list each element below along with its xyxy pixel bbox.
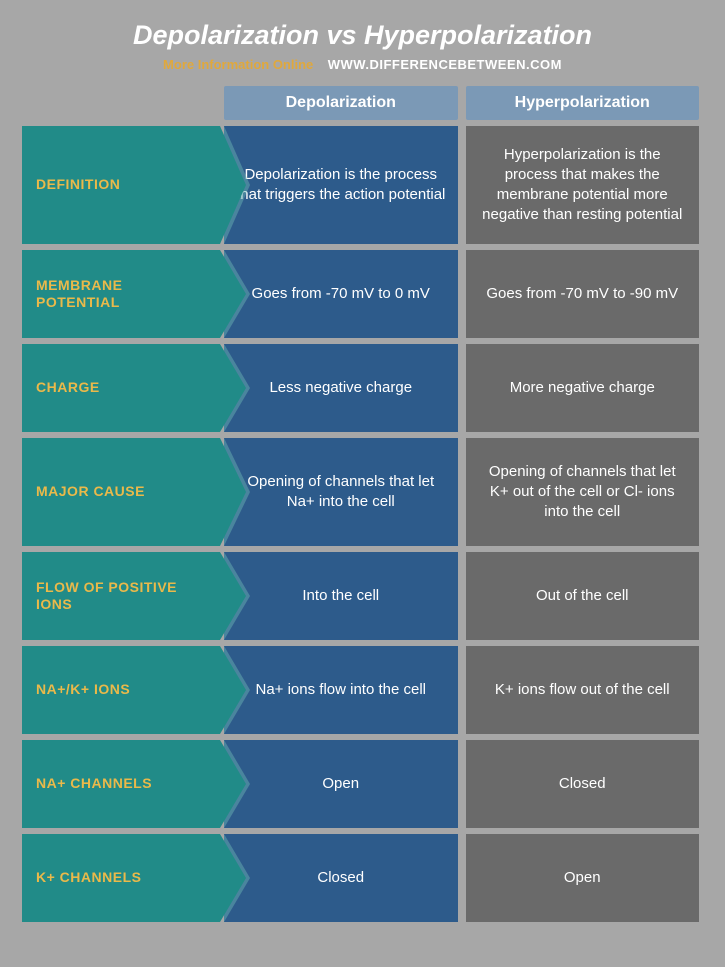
table-row: FLOW OF POSITIVE IONSInto the cellOut of… bbox=[22, 552, 703, 640]
cell-hyperpolarization: Goes from -70 mV to -90 mV bbox=[466, 250, 700, 338]
header-spacer bbox=[22, 86, 220, 120]
table-row: K+ CHANNELSClosedOpen bbox=[22, 834, 703, 922]
cell-depolarization: Open bbox=[224, 740, 458, 828]
more-info-label: More Information Online bbox=[163, 57, 313, 72]
cell-depolarization: Na+ ions flow into the cell bbox=[224, 646, 458, 734]
cell-depolarization: Less negative charge bbox=[224, 344, 458, 432]
table-row: DEFINITIONDepolarization is the process … bbox=[22, 126, 703, 244]
row-label: K+ CHANNELS bbox=[22, 834, 220, 922]
infographic-root: Depolarization vs Hyperpolarization More… bbox=[0, 0, 725, 922]
arrow bbox=[220, 646, 246, 734]
arrow bbox=[220, 344, 246, 432]
column-header-row: Depolarization Hyperpolarization bbox=[22, 86, 703, 120]
subtitle: More Information Online WWW.DIFFERENCEBE… bbox=[22, 57, 703, 72]
row-label: MEMBRANE POTENTIAL bbox=[22, 250, 220, 338]
arrow bbox=[220, 834, 246, 922]
page-title: Depolarization vs Hyperpolarization bbox=[22, 20, 703, 51]
table-row: NA+ CHANNELSOpenClosed bbox=[22, 740, 703, 828]
cell-depolarization: Opening of channels that let Na+ into th… bbox=[224, 438, 458, 546]
comparison-rows: DEFINITIONDepolarization is the process … bbox=[22, 126, 703, 922]
cell-hyperpolarization: K+ ions flow out of the cell bbox=[466, 646, 700, 734]
cell-hyperpolarization: Open bbox=[466, 834, 700, 922]
arrow bbox=[220, 438, 246, 546]
table-row: NA+/K+ IONSNa+ ions flow into the cellK+… bbox=[22, 646, 703, 734]
cell-hyperpolarization: Closed bbox=[466, 740, 700, 828]
cell-depolarization: Depolarization is the process that trigg… bbox=[224, 126, 458, 244]
row-label: NA+/K+ IONS bbox=[22, 646, 220, 734]
row-label: NA+ CHANNELS bbox=[22, 740, 220, 828]
cell-hyperpolarization: Hyperpolarization is the process that ma… bbox=[466, 126, 700, 244]
source-url: WWW.DIFFERENCEBETWEEN.COM bbox=[328, 57, 562, 72]
cell-depolarization: Goes from -70 mV to 0 mV bbox=[224, 250, 458, 338]
cell-depolarization: Closed bbox=[224, 834, 458, 922]
row-label: MAJOR CAUSE bbox=[22, 438, 220, 546]
arrow bbox=[220, 740, 246, 828]
cell-hyperpolarization: Opening of channels that let K+ out of t… bbox=[466, 438, 700, 546]
row-label: CHARGE bbox=[22, 344, 220, 432]
table-row: CHARGELess negative chargeMore negative … bbox=[22, 344, 703, 432]
arrow bbox=[220, 126, 246, 244]
arrow bbox=[220, 250, 246, 338]
row-label: FLOW OF POSITIVE IONS bbox=[22, 552, 220, 640]
cell-hyperpolarization: More negative charge bbox=[466, 344, 700, 432]
column-header-a: Depolarization bbox=[224, 86, 458, 120]
table-row: MAJOR CAUSEOpening of channels that let … bbox=[22, 438, 703, 546]
table-row: MEMBRANE POTENTIALGoes from -70 mV to 0 … bbox=[22, 250, 703, 338]
arrow bbox=[220, 552, 246, 640]
row-label: DEFINITION bbox=[22, 126, 220, 244]
cell-hyperpolarization: Out of the cell bbox=[466, 552, 700, 640]
cell-depolarization: Into the cell bbox=[224, 552, 458, 640]
column-header-b: Hyperpolarization bbox=[466, 86, 700, 120]
